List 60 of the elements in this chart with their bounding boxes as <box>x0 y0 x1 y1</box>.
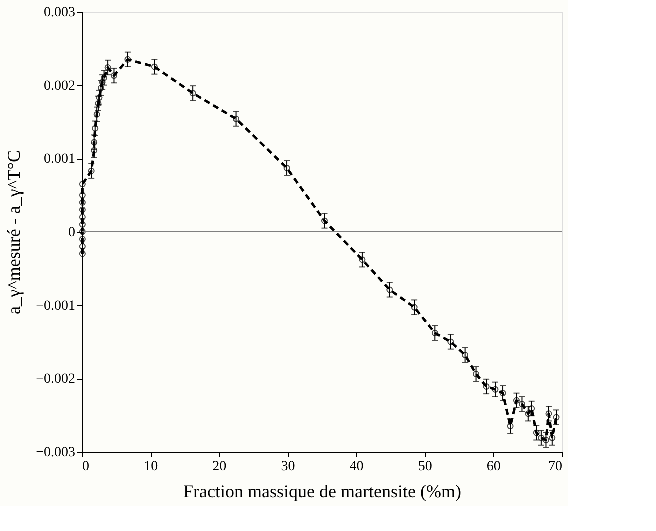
point <box>542 437 550 444</box>
y-tick-label: 0 <box>68 226 76 240</box>
point <box>79 236 86 243</box>
point <box>79 221 86 228</box>
point <box>518 401 526 408</box>
point <box>492 386 499 393</box>
point <box>411 304 418 311</box>
point <box>88 168 95 174</box>
y-tick-label: 0.001 <box>44 152 76 168</box>
x-tick-label: 10 <box>144 460 158 474</box>
point <box>79 206 86 214</box>
point <box>546 410 552 418</box>
point <box>101 74 108 82</box>
point <box>322 218 328 224</box>
point <box>79 228 86 236</box>
point <box>528 406 536 412</box>
point <box>538 434 545 442</box>
x-tick-label: 30 <box>281 460 296 474</box>
x-tick-label: 20 <box>212 460 227 474</box>
point <box>110 72 118 80</box>
point <box>79 214 86 221</box>
point <box>533 430 540 436</box>
point <box>500 390 506 397</box>
point <box>514 397 520 404</box>
x-tick-label: 0 <box>82 460 90 474</box>
point <box>99 79 106 86</box>
point <box>79 192 86 199</box>
point <box>507 423 514 430</box>
point <box>386 286 394 294</box>
point <box>124 56 132 63</box>
y-tick-label: −0.001 <box>36 298 76 314</box>
y-tick-label: −0.003 <box>36 446 76 460</box>
x-tick-label: 50 <box>418 460 432 474</box>
point <box>92 125 99 132</box>
point <box>448 338 454 346</box>
y-axis-title: a_γ^mesuré - a_γ^T°C <box>4 150 24 314</box>
point <box>233 116 240 122</box>
point <box>284 164 290 172</box>
point <box>79 199 86 206</box>
y-tick-label: 0.002 <box>44 78 76 94</box>
point <box>79 250 86 258</box>
point <box>483 384 490 390</box>
x-tick-label: 40 <box>350 460 364 474</box>
x-tick-label: 70 <box>548 460 562 474</box>
point <box>359 256 366 264</box>
point <box>553 414 560 421</box>
point <box>79 243 86 250</box>
point <box>190 90 196 97</box>
x-axis-title: Fraction massique de martensite (%m) <box>184 482 462 502</box>
y-tick-label: 0.003 <box>44 6 76 20</box>
point <box>79 181 86 188</box>
x-tick-label: 60 <box>486 460 501 474</box>
point <box>549 434 556 442</box>
point <box>104 64 112 71</box>
point <box>94 111 100 118</box>
point <box>432 330 438 336</box>
point <box>462 352 469 358</box>
point <box>473 371 480 378</box>
y-tick-label: −0.002 <box>36 372 76 388</box>
point <box>151 64 158 70</box>
